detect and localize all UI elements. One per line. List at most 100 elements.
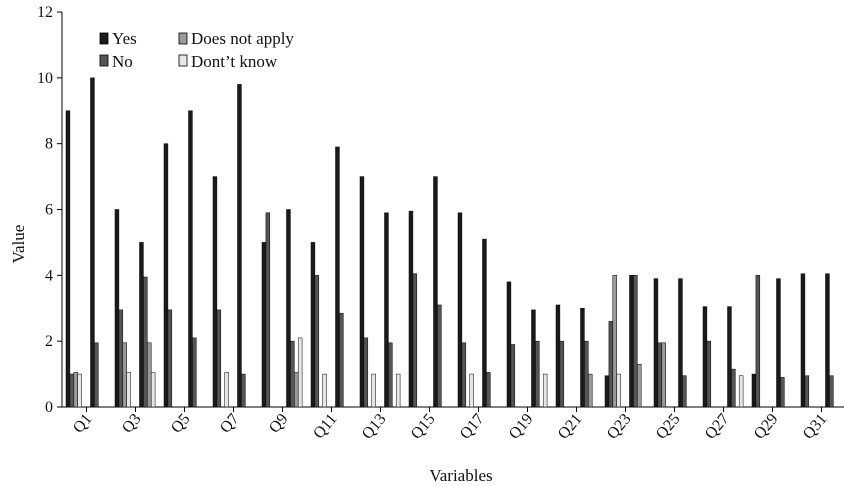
x-tick-label: Q19 (506, 411, 537, 443)
x-tick-label: Q11 (310, 411, 340, 443)
bar-no-q12 (363, 337, 369, 408)
bar-group-q10 (310, 242, 327, 408)
bar-no-q14 (412, 273, 418, 408)
bar-group-q3 (139, 242, 156, 408)
bar-group-q6 (212, 176, 229, 408)
legend-label-dont-know: Dont’t know (191, 52, 278, 71)
bar-group-q4 (163, 143, 173, 408)
bar-dont-know-q0 (77, 373, 82, 408)
bar-no-q18 (510, 344, 516, 408)
bar-yes-q14 (408, 210, 414, 408)
x-tick-label: Q15 (408, 411, 439, 443)
x-axis-title: Variables (429, 466, 492, 485)
bar-yes-q18 (506, 281, 512, 408)
bar-group-q29 (776, 278, 785, 408)
bar-no-q11 (339, 312, 344, 408)
bar-group-q1 (90, 77, 99, 408)
bar-group-q12 (359, 176, 376, 408)
bar-group-q23 (629, 275, 642, 408)
bar-no-q10 (314, 275, 320, 408)
x-tick-label: Q3 (119, 411, 145, 437)
bar-dont-know-q13 (395, 373, 401, 408)
x-tick-label: Q5 (168, 411, 194, 437)
x-tick-label: Q27 (702, 411, 733, 443)
y-axis-title: Value (9, 225, 28, 264)
bar-no-q6 (216, 309, 222, 408)
bar-does-not-apply-q24 (661, 342, 666, 408)
bar-dont-know-q19 (542, 373, 548, 408)
x-tick-label: Q7 (217, 411, 243, 437)
bar-no-q30 (804, 375, 810, 408)
bar-yes-q11 (335, 146, 340, 408)
bar-no-q9 (290, 340, 295, 408)
y-tick-label: 8 (45, 136, 53, 153)
x-tick-label: Q13 (359, 411, 390, 443)
bar-no-q15 (437, 304, 442, 408)
bar-group-q19 (531, 309, 548, 408)
bar-dont-know-q2 (126, 372, 131, 408)
bar-yes-q24 (653, 278, 659, 408)
bar-does-not-apply-q3 (147, 342, 152, 408)
x-tick-label: Q29 (751, 411, 782, 443)
bar-no-q21 (584, 340, 589, 408)
y-tick-label: 0 (45, 399, 53, 416)
x-tick-label: Q17 (457, 411, 488, 443)
legend-label-does-not-apply: Does not apply (191, 29, 294, 48)
bar-group-q27 (727, 306, 744, 408)
bar-yes-q22 (604, 375, 610, 408)
bar-yes-q2 (114, 209, 120, 408)
bar-no-q4 (167, 309, 173, 408)
bar-no-q27 (731, 368, 736, 408)
y-tick-label: 12 (37, 4, 53, 21)
bar-no-q19 (535, 340, 540, 408)
bar-dont-know-q22 (616, 373, 621, 408)
y-tick-label: 6 (45, 202, 53, 219)
bar-group-q22 (604, 275, 621, 408)
bar-yes-q27 (727, 306, 732, 408)
bar-group-q18 (506, 281, 516, 408)
bar-yes-q20 (555, 304, 561, 408)
bar-no-q26 (706, 340, 712, 408)
bar-group-q15 (433, 176, 442, 408)
bar-group-q24 (653, 278, 666, 408)
y-tick-label: 2 (45, 333, 53, 350)
bar-group-q21 (580, 308, 593, 408)
bar-no-q13 (388, 342, 393, 408)
y-tick-label: 10 (37, 70, 53, 87)
bar-group-q5 (188, 110, 197, 408)
bar-dont-know-q9 (297, 337, 303, 408)
bar-yes-q5 (188, 110, 193, 408)
x-axis: Q1 Q3 Q5 Q7 Q9 Q11 Q13 Q15 Q17 Q19 Q21 Q23 Q25 Q27 Q29… (62, 406, 844, 443)
bar-does-not-apply-q22 (612, 275, 617, 408)
bar-group-q30 (800, 273, 810, 408)
bar-yes-q31 (825, 273, 830, 408)
bar-no-q0 (69, 373, 75, 408)
bar-group-q9 (286, 209, 303, 408)
bar-no-q2 (118, 309, 124, 408)
bar-dont-know-q10 (322, 373, 327, 408)
bar-yes-q25 (678, 278, 683, 408)
legend-swatch-yes (99, 32, 109, 45)
bar-group-q16 (457, 212, 474, 408)
bar-yes-q9 (286, 209, 291, 408)
bar-yes-q16 (457, 212, 463, 408)
bar-no-q17 (486, 372, 491, 408)
legend-label-no: No (112, 52, 133, 71)
bar-group-q14 (408, 210, 418, 408)
bar-no-q5 (192, 337, 197, 408)
bar-dont-know-q27 (738, 375, 744, 408)
bar-dont-know-q16 (469, 373, 474, 408)
bar-dont-know-q12 (371, 373, 376, 408)
bar-does-not-apply-q0 (73, 372, 78, 408)
y-axis: 0 2 4 6 8 10 12 (37, 4, 63, 416)
bar-group-q8 (261, 212, 271, 408)
bar-no-q29 (780, 377, 785, 408)
bar-group-q13 (384, 212, 401, 408)
bar-yes-q3 (139, 242, 144, 408)
bar-group-q26 (702, 306, 712, 408)
bar-yes-q12 (359, 176, 365, 408)
y-tick-label: 4 (45, 267, 53, 284)
bar-no-q16 (461, 342, 467, 408)
bar-group-q2 (114, 209, 131, 408)
